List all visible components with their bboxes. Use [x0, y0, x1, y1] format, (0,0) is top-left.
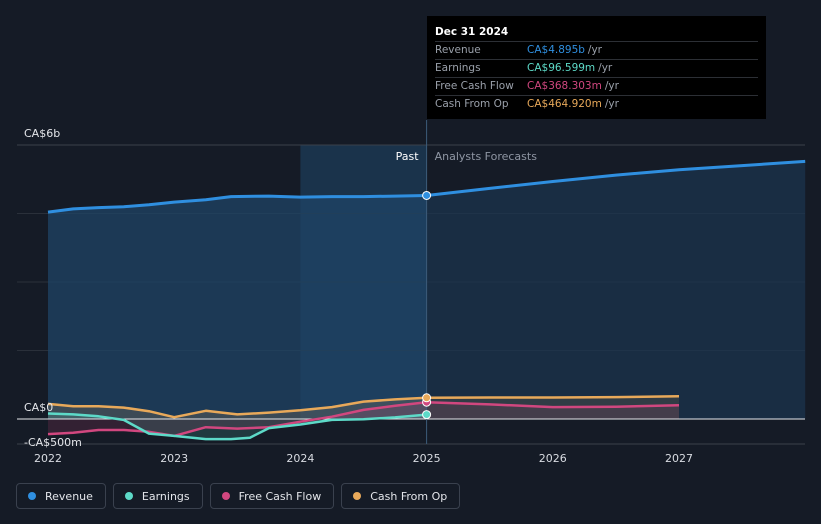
tooltip-label: Free Cash Flow: [435, 80, 514, 92]
y-axis-label: CA$6b: [24, 127, 60, 140]
cfo-forecast-line: [426, 394, 680, 400]
legend-item-free-cash-flow[interactable]: Free Cash Flow: [209, 483, 335, 509]
legend-label: Earnings: [141, 489, 190, 503]
earnings-area: [48, 413, 427, 440]
fcf-forecast-line: [426, 400, 680, 409]
revenue-marker: [422, 190, 432, 200]
tooltip-row-earnings: Earnings CA$96.599m /yr: [435, 60, 758, 78]
revenue-forecast-line: [426, 159, 806, 197]
tooltip-date: Dec 31 2024: [435, 24, 758, 42]
y-axis-label: CA$0: [24, 401, 53, 414]
x-tick-label: 2024: [286, 452, 314, 465]
tooltip-value: CA$4.895b: [527, 44, 585, 56]
legend-dot-icon: [353, 492, 362, 500]
legend-label: Cash From Op: [370, 489, 448, 503]
cfo-area: [48, 397, 427, 419]
tooltip: Dec 31 2024 Revenue CA$4.895b /yr Earnin…: [427, 16, 766, 119]
cfo-line: [47, 396, 427, 419]
legend-item-earnings[interactable]: Earnings: [112, 483, 203, 509]
x-tick-label: 2025: [413, 452, 441, 465]
past-label: Past: [396, 150, 420, 163]
legend-item-revenue[interactable]: Revenue: [16, 483, 106, 509]
legend-label: Revenue: [45, 489, 93, 503]
tooltip-unit: /yr: [604, 80, 619, 92]
tooltip-row-revenue: Revenue CA$4.895b /yr: [435, 42, 758, 60]
x-tick-label: 2022: [34, 452, 62, 465]
revenue-area-past: [48, 195, 427, 419]
forecast-label: Analysts Forecasts: [435, 150, 538, 163]
revenue-line: [47, 194, 427, 214]
tooltip-value: CA$96.599m: [527, 62, 596, 74]
tooltip-label: Earnings: [435, 62, 481, 74]
legend-dot-icon: [221, 492, 230, 500]
fcf-line: [47, 400, 427, 438]
fcf-forecast-area: [426, 402, 679, 419]
tooltip-unit: /yr: [598, 62, 613, 74]
tooltip-label: Cash From Op: [435, 98, 509, 110]
x-tick-label: 2027: [665, 452, 693, 465]
earnings-line: [47, 412, 427, 441]
x-tick-label: 2023: [160, 452, 188, 465]
legend-dot-icon: [28, 492, 36, 500]
tooltip-value: CA$368.303m: [527, 80, 602, 92]
tooltip-row-cfo: Cash From Op CA$464.920m /yr: [435, 96, 758, 113]
tooltip-unit: /yr: [604, 98, 619, 110]
y-axis-label: -CA$500m: [24, 436, 82, 449]
tooltip-label: Revenue: [435, 44, 481, 56]
cfo-marker: [422, 393, 432, 403]
tooltip-value: CA$464.920m: [527, 98, 602, 110]
earnings-marker: [422, 410, 432, 420]
x-tick-label: 2026: [539, 452, 567, 465]
legend-label: Free Cash Flow: [238, 489, 322, 503]
tooltip-row-fcf: Free Cash Flow CA$368.303m /yr: [435, 78, 758, 96]
legend-item-cash-from-op[interactable]: Cash From Op: [341, 483, 461, 509]
revenue-area-forecast: [426, 161, 806, 419]
legend-dot-icon: [124, 492, 133, 500]
tooltip-unit: /yr: [587, 44, 602, 56]
legend: Revenue Earnings Free Cash Flow Cash Fro…: [16, 483, 461, 509]
